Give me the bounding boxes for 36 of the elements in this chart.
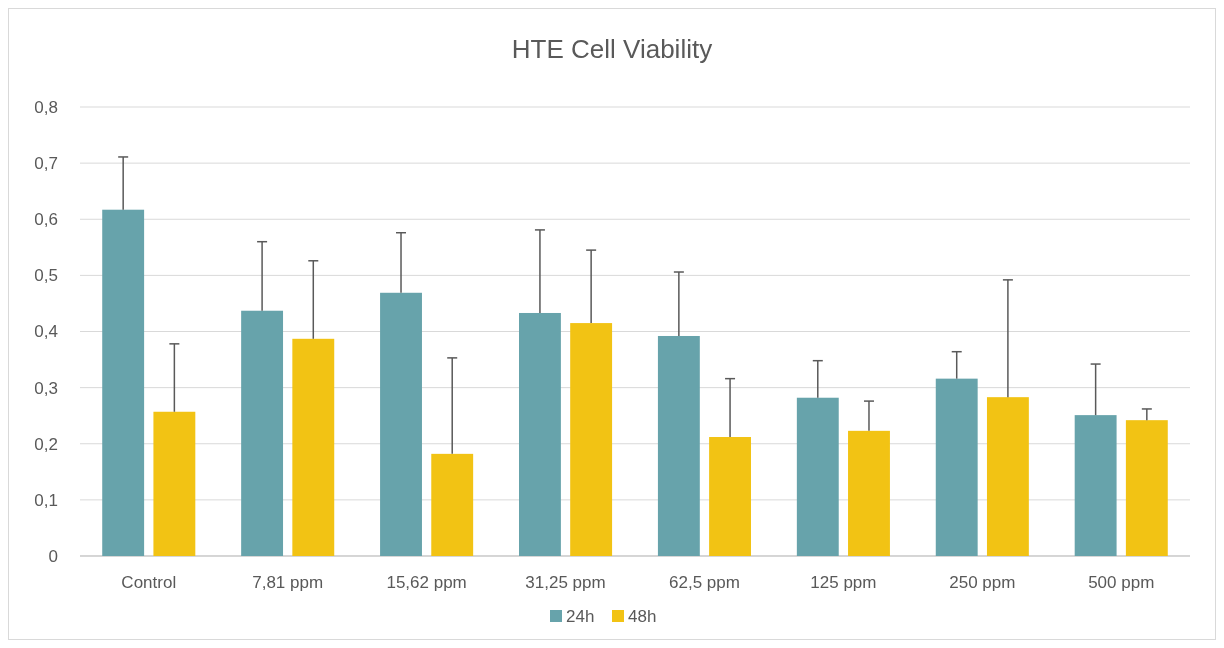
bar [570, 323, 613, 556]
y-tick-label: 0,4 [34, 322, 58, 342]
bar [986, 397, 1029, 556]
chart-title: HTE Cell Viability [511, 34, 713, 64]
y-tick-label: 0,8 [34, 97, 58, 117]
x-tick-label: 7,81 ppm [252, 573, 324, 592]
legend-label: 24h [566, 606, 595, 626]
y-tick-label: 0,6 [34, 210, 58, 230]
bar [153, 411, 196, 556]
bar [292, 338, 335, 556]
bar [431, 453, 474, 556]
x-tick-label: 500 ppm [1088, 573, 1155, 592]
y-tick-label: 0,3 [34, 378, 58, 398]
x-tick-label: 15,62 ppm [386, 573, 467, 592]
x-tick-label: 31,25 ppm [525, 573, 606, 592]
bar [1074, 415, 1117, 556]
bar [241, 310, 284, 556]
y-tick-label: 0,2 [34, 434, 58, 454]
bar [709, 437, 751, 556]
bar [848, 430, 890, 556]
bar [519, 312, 561, 556]
x-tick-label: 62,5 ppm [669, 573, 740, 592]
y-tick-label: 0,5 [34, 266, 58, 286]
bar [1125, 420, 1168, 556]
x-tick-label: Control [121, 573, 177, 592]
bar [102, 209, 145, 556]
x-tick-label: 125 ppm [810, 573, 877, 592]
y-tick-label: 0 [48, 546, 58, 566]
legend-label: 48h [628, 606, 657, 626]
bar [657, 335, 700, 556]
x-tick-label: 250 ppm [949, 573, 1016, 592]
y-tick-label: 0,1 [34, 490, 58, 510]
bar [380, 292, 422, 556]
bar [935, 378, 978, 556]
bar [796, 397, 839, 556]
y-tick-label: 0,7 [34, 154, 58, 174]
